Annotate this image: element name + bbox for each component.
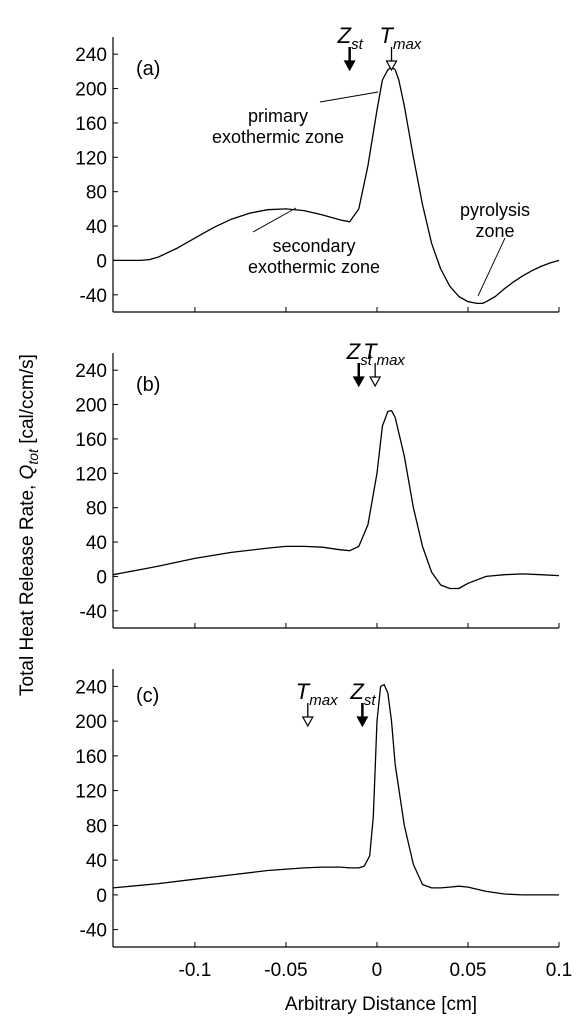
y-tick-label: 120 [75, 782, 107, 803]
y-tick-label: 40 [86, 851, 107, 872]
marker-label: Zst [349, 679, 376, 709]
marker-label: Zst [346, 339, 373, 369]
marker-label: Tmax [380, 23, 422, 53]
tmax-marker: Tmax [363, 339, 405, 388]
y-tick-label: 240 [75, 677, 107, 698]
heat-release-curve [112, 683, 559, 896]
annotation-text: zone [475, 221, 514, 241]
annotation-text: exothermic zone [248, 257, 380, 277]
x-tick-label: 0.05 [449, 960, 486, 981]
tmax-marker: Tmax [296, 679, 338, 728]
marker-arrow-head [356, 716, 369, 728]
y-tick-label: 0 [96, 567, 107, 588]
y-tick-label: -40 [80, 602, 107, 623]
y-tick-label: -40 [80, 286, 107, 307]
annotation-text: primary [248, 106, 308, 126]
zst-marker: Zst [346, 339, 373, 388]
y-tick-label: 200 [75, 80, 107, 101]
annotation-leader-line [319, 91, 379, 103]
annotation-text: pyrolysis [460, 200, 530, 220]
y-axis-title-unit: [cal/ccm/s] [17, 354, 38, 449]
marker-arrow-head [385, 60, 398, 72]
y-tick-label: 160 [75, 747, 107, 768]
heat-release-curve [113, 66, 560, 305]
panel-c: -40 0 40 80 120 160 200 240 -0.1 -0.05 0 0.05 0.1 (c)… [75, 669, 572, 981]
y-tick-label: 240 [75, 45, 107, 66]
panel-label: (b) [136, 374, 160, 396]
y-tick-label: 160 [75, 114, 107, 135]
x-tick-label: 0 [372, 960, 383, 981]
y-tick-label: 40 [86, 217, 107, 238]
x-tick-label: -0.1 [179, 960, 212, 981]
y-axis-title-main: Total Heat Release Rate, [17, 479, 38, 696]
x-tick-label: 0.1 [546, 960, 572, 981]
annotation-leader-line [477, 237, 506, 297]
y-tick-label: 80 [86, 499, 107, 520]
marker-arrow-head [301, 716, 314, 728]
annotation-text: secondary [272, 236, 355, 256]
annotation-text: exothermic zone [212, 127, 344, 147]
y-tick-label: 200 [75, 396, 107, 417]
heat-release-curve [112, 409, 560, 590]
y-axis-title-sub: tot [25, 448, 41, 465]
y-tick-label: 200 [75, 712, 107, 733]
y-tick-label: 40 [86, 533, 107, 554]
y-tick-label: 160 [75, 430, 107, 451]
x-axis-title: Arbitrary Distance [cm] [285, 994, 477, 1015]
y-axis-title-symbol: Q [17, 464, 38, 479]
panel-label: (c) [136, 685, 159, 707]
zst-marker: Zst [349, 679, 376, 728]
marker-label: Tmax [296, 679, 338, 709]
zst-marker: Zst [337, 23, 364, 72]
annotation-leader-line [252, 207, 297, 233]
marker-arrow-head [369, 376, 382, 388]
y-tick-label: 120 [75, 464, 107, 485]
y-tick-label: 0 [96, 251, 107, 272]
y-tick-label: 80 [86, 816, 107, 837]
y-tick-label: -40 [80, 921, 107, 942]
marker-label: Tmax [363, 339, 405, 369]
x-tick-label: -0.05 [264, 960, 307, 981]
panel-label: (a) [136, 58, 160, 80]
y-axis-title: Total Heat Release Rate, Qtot [cal/ccm/s… [17, 354, 41, 696]
tmax-marker: Tmax [380, 23, 422, 72]
y-tick-label: 0 [96, 886, 107, 907]
marker-label: Zst [337, 23, 364, 53]
marker-arrow-head [352, 376, 365, 388]
y-tick-label: 240 [75, 361, 107, 382]
marker-arrow-head [343, 60, 356, 72]
y-tick-label: 80 [86, 183, 107, 204]
y-tick-label: 120 [75, 148, 107, 169]
